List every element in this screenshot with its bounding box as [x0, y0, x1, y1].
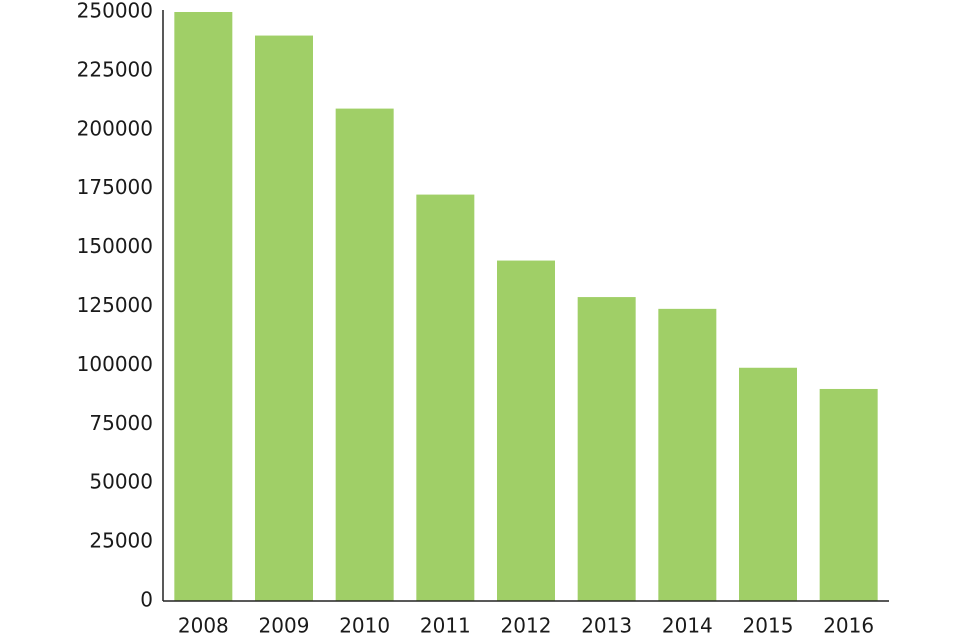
y-tick-label: 25000: [89, 529, 153, 553]
bar: [335, 108, 394, 601]
bar: [416, 194, 475, 601]
x-tick-label: 2012: [501, 614, 552, 638]
bar: [497, 260, 555, 601]
y-tick-label: 175000: [77, 175, 153, 199]
x-tick-label: 2008: [178, 614, 229, 638]
y-tick-label: 125000: [77, 293, 153, 317]
bar: [577, 297, 636, 601]
y-tick-label: 200000: [77, 116, 153, 140]
y-tick-label: 225000: [77, 57, 153, 81]
x-tick-label: 2014: [662, 614, 713, 638]
y-tick-label: 250000: [77, 0, 153, 23]
x-tick-label: 2013: [581, 614, 632, 638]
y-tick-label: 150000: [77, 234, 153, 258]
x-tick-label: 2011: [420, 614, 471, 638]
x-tick-label: 2009: [259, 614, 310, 638]
y-tick-label: 75000: [89, 411, 153, 435]
y-tick-label: 100000: [77, 352, 153, 376]
bar: [819, 388, 878, 601]
bar: [255, 35, 313, 602]
bar: [739, 367, 797, 601]
bar: [658, 308, 717, 601]
bar: [174, 12, 233, 601]
x-tick-label: 2010: [339, 614, 390, 638]
y-tick-label: 50000: [89, 470, 153, 494]
x-tick-label: 2015: [743, 614, 794, 638]
x-tick-label: 2016: [823, 614, 874, 638]
y-tick-label: 0: [140, 588, 153, 612]
